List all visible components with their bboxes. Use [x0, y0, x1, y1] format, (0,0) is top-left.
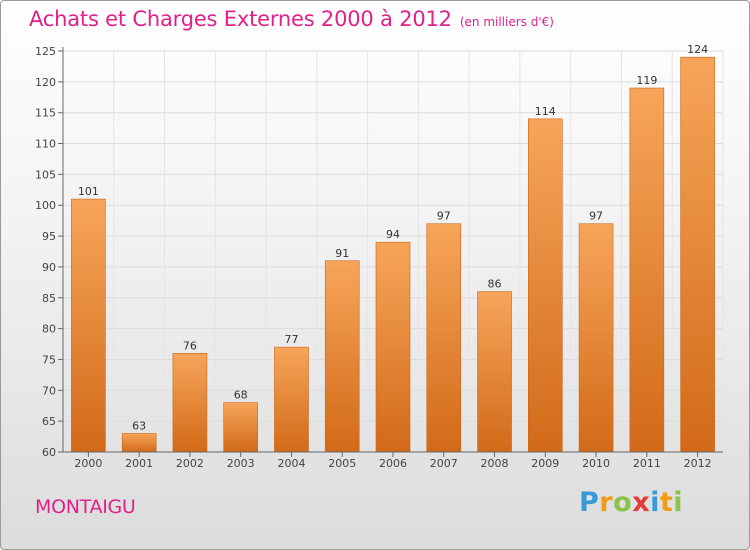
bar-2011[interactable] — [629, 87, 665, 453]
y-tick-label: 65 — [42, 415, 56, 428]
y-tick-label: 60 — [42, 446, 56, 459]
logo-letter: t — [659, 487, 674, 518]
logo-letter: i — [650, 487, 660, 518]
logo-letter: o — [613, 487, 633, 518]
logo-letter: i — [673, 487, 684, 518]
bar-value-label: 77 — [284, 333, 298, 346]
x-tick-label: 2004 — [277, 457, 305, 470]
y-tick-label: 85 — [42, 292, 56, 305]
bar-value-label: 86 — [488, 278, 502, 291]
logo-letter: r — [599, 487, 614, 518]
bar-value-label: 76 — [183, 339, 197, 352]
x-tick-label: 2011 — [633, 457, 661, 470]
bar-2000[interactable] — [71, 198, 106, 453]
bar-value-label: 91 — [335, 247, 349, 260]
bar-value-label: 124 — [687, 43, 708, 56]
proxiti-logo[interactable]: Proxiti — [579, 487, 683, 518]
y-tick-label: 125 — [35, 45, 56, 58]
bar-value-label: 101 — [78, 185, 99, 198]
chart-subtitle: (en milliers d'€) — [459, 15, 554, 29]
y-tick-label: 80 — [42, 323, 56, 336]
bar-2004[interactable] — [274, 346, 309, 453]
y-tick-label: 105 — [35, 168, 56, 181]
x-tick-label: 2002 — [176, 457, 204, 470]
y-tick-label: 115 — [35, 107, 56, 120]
x-tick-label: 2001 — [125, 457, 153, 470]
x-tick-label: 2010 — [582, 457, 610, 470]
bar-2010[interactable] — [578, 223, 614, 453]
bar-value-label: 68 — [234, 389, 248, 402]
bar-value-label: 97 — [589, 210, 603, 223]
x-tick-label: 2007 — [430, 457, 458, 470]
x-tick-label: 2006 — [379, 457, 407, 470]
bar-value-label: 114 — [535, 105, 556, 118]
bar-value-label: 119 — [636, 74, 657, 87]
bar-2005[interactable] — [324, 260, 360, 453]
x-tick-label: 2000 — [74, 457, 102, 470]
bar-value-label: 94 — [386, 228, 400, 241]
bar-2006[interactable] — [375, 241, 411, 453]
bar-value-label: 63 — [132, 419, 146, 432]
bar-2003[interactable] — [223, 402, 258, 453]
y-tick-label: 75 — [42, 353, 56, 366]
bar-2012[interactable] — [680, 56, 715, 453]
bar-value-label: 97 — [437, 210, 451, 223]
y-tick-label: 95 — [42, 230, 56, 243]
x-tick-label: 2003 — [227, 457, 255, 470]
place-name: MONTAIGU — [35, 496, 136, 518]
x-tick-label: 2008 — [481, 457, 509, 470]
y-tick-label: 90 — [42, 261, 56, 274]
logo-letter: P — [579, 487, 600, 518]
x-tick-label: 2012 — [684, 457, 712, 470]
bar-2008[interactable] — [477, 291, 512, 453]
chart-title: Achats et Charges Externes 2000 à 2012 (e… — [29, 7, 554, 31]
y-tick-label: 110 — [35, 138, 56, 151]
y-tick-label: 100 — [35, 199, 56, 212]
y-tick-label: 70 — [42, 384, 56, 397]
y-tick-label: 120 — [35, 76, 56, 89]
x-tick-label: 2009 — [531, 457, 559, 470]
bar-2009[interactable] — [528, 118, 563, 453]
chart-title-text: Achats et Charges Externes 2000 à 2012 — [29, 7, 452, 31]
bar-2001[interactable] — [121, 433, 157, 453]
bar-2002[interactable] — [172, 352, 208, 453]
logo-letter: x — [632, 487, 651, 518]
x-tick-label: 2005 — [328, 457, 356, 470]
bar-2007[interactable] — [426, 223, 462, 453]
